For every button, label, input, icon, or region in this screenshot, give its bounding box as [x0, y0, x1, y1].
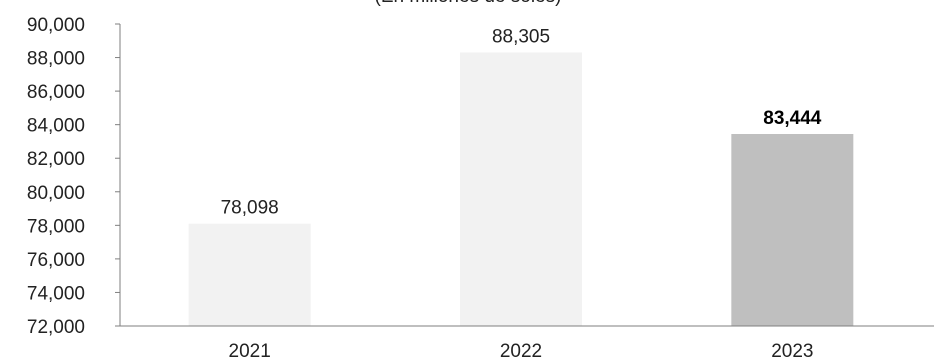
y-tick-label: 86,000	[27, 82, 85, 103]
data-label-2021: 78,098	[221, 198, 279, 219]
y-tick-label: 74,000	[27, 283, 85, 304]
bar-2023	[731, 133, 854, 326]
x-tick-label-2021: 2021	[229, 341, 271, 361]
x-tick-label-2022: 2022	[500, 341, 542, 361]
chart-subtitle: (En millones de soles)	[0, 0, 936, 8]
y-tick-label: 84,000	[27, 116, 85, 137]
bar-2021	[188, 223, 311, 326]
x-tick-label-2023: 2023	[771, 341, 813, 361]
y-tick-label: 78,000	[27, 216, 85, 237]
y-tick-label: 90,000	[27, 15, 85, 36]
y-tick-label: 72,000	[27, 317, 85, 338]
data-label-2023: 83,444	[763, 108, 822, 129]
y-tick-label: 88,000	[27, 49, 85, 70]
data-label-2022: 88,305	[492, 26, 550, 47]
y-axis: 72,000 74,000 76,000 78,000 80,000 82,000 84,0…	[27, 15, 121, 338]
y-tick-label: 80,000	[27, 183, 85, 204]
bars: 78,098 88,305 83,444	[188, 26, 854, 327]
bar-2022	[460, 52, 582, 327]
y-tick-label: 76,000	[27, 250, 85, 271]
x-axis: 2021 2022 2023	[120, 325, 934, 361]
y-tick-label: 82,000	[27, 149, 85, 170]
